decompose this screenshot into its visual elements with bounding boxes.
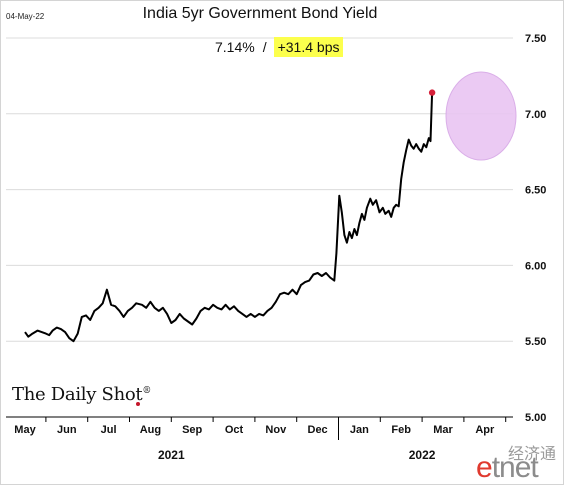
x-tick-label: Oct bbox=[225, 424, 244, 436]
watermark-tnet: tnet bbox=[491, 451, 539, 484]
logo-text: The Daily Shot bbox=[12, 384, 143, 405]
y-tick-label: 6.00 bbox=[525, 260, 546, 272]
current-value: 7.14% bbox=[215, 39, 255, 55]
etnet-watermark: etnet bbox=[476, 451, 539, 485]
endpoint-marker bbox=[428, 89, 436, 96]
y-tick-label: 7.00 bbox=[525, 109, 546, 121]
x-tick-label: Feb bbox=[391, 424, 411, 436]
y-tick-label: 5.00 bbox=[525, 412, 546, 424]
change-badge: +31.4 bps bbox=[273, 37, 344, 57]
x-tick-label: Dec bbox=[308, 424, 328, 436]
registered-mark: ® bbox=[142, 386, 152, 396]
axis-layer: 5.00 5.50 6.00 6.50 7.00 7.50 May Jun Jul Aug Sep O… bbox=[6, 33, 546, 462]
logo-dot-icon bbox=[136, 402, 140, 406]
x-tick-label: Mar bbox=[433, 424, 453, 436]
series-line bbox=[24, 92, 434, 343]
y-tick-label: 5.50 bbox=[525, 336, 546, 348]
x-tick-label: Jun bbox=[57, 424, 77, 436]
x-tick-label: Nov bbox=[265, 424, 287, 436]
y-tick-label: 7.50 bbox=[525, 33, 546, 45]
value-separator: / bbox=[262, 39, 267, 55]
x-tick-label: Apr bbox=[475, 424, 495, 436]
watermark-chinese: 经济通 bbox=[508, 446, 557, 463]
daily-shot-logo: The Daily Shot® bbox=[12, 384, 151, 405]
chart-subtitle: 7.14% / +31.4 bps bbox=[215, 37, 344, 57]
x-tick-label: Sep bbox=[182, 424, 202, 436]
x-tick-label: Jan bbox=[350, 424, 369, 436]
chart-title: India 5yr Government Bond Yield bbox=[142, 5, 378, 22]
x-tick-label: Aug bbox=[140, 424, 161, 436]
year-label: 2021 bbox=[158, 448, 185, 462]
x-tick-label: May bbox=[14, 424, 36, 436]
y-tick-label: 6.50 bbox=[525, 185, 546, 197]
watermark-e: e bbox=[476, 451, 493, 484]
year-label: 2022 bbox=[409, 448, 436, 462]
highlight-layer bbox=[445, 71, 517, 161]
highlight-circle bbox=[445, 71, 517, 161]
gridlines bbox=[6, 37, 513, 342]
chart-date: 04-May-22 bbox=[6, 12, 45, 21]
line-layer bbox=[24, 89, 436, 343]
x-tick-label: Jul bbox=[101, 424, 117, 436]
